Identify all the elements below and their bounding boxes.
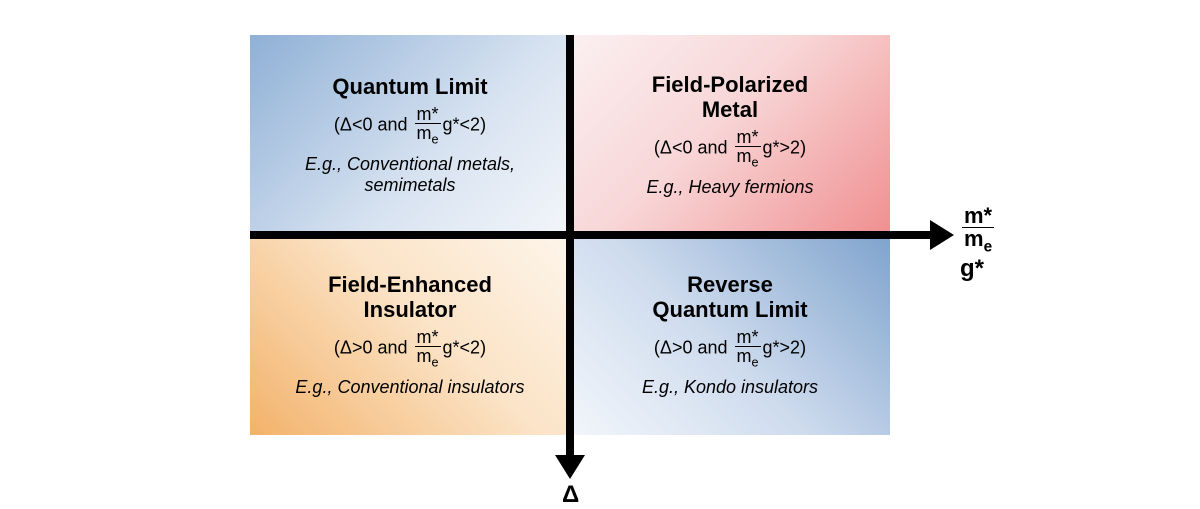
q-tr-title: Field-Polarized Metal	[652, 72, 808, 123]
quadrant-diagram: Quantum Limit (Δ<0 and m*meg*<2) E.g., C…	[250, 35, 950, 465]
fraction-icon: m*me	[735, 328, 761, 369]
quadrant-bottom-left: Field-Enhanced Insulator (Δ>0 and m*meg*…	[250, 235, 570, 435]
x-axis-label: m*meg*	[960, 205, 996, 283]
q-bl-title: Field-Enhanced Insulator	[328, 272, 492, 323]
q-tl-condition: (Δ<0 and m*meg*<2)	[334, 105, 486, 146]
q-tl-example: E.g., Conventional metals, semimetals	[264, 154, 556, 196]
q-br-example: E.g., Kondo insulators	[642, 377, 818, 398]
q-bl-example: E.g., Conventional insulators	[295, 377, 524, 398]
quadrant-bottom-right: Reverse Quantum Limit (Δ>0 and m*meg*>2)…	[570, 235, 890, 435]
fraction-icon: m*me	[735, 128, 761, 169]
q-tl-title: Quantum Limit	[332, 74, 487, 99]
quadrant-top-right: Field-Polarized Metal (Δ<0 and m*meg*>2)…	[570, 35, 890, 235]
arrow-down-icon	[555, 455, 585, 479]
x-axis-line	[250, 231, 935, 239]
q-br-title: Reverse Quantum Limit	[652, 272, 807, 323]
arrow-right-icon	[930, 220, 954, 250]
quadrant-top-left: Quantum Limit (Δ<0 and m*meg*<2) E.g., C…	[250, 35, 570, 235]
y-axis-label: Δ	[562, 481, 579, 509]
fraction-icon: m*me	[962, 205, 994, 255]
fraction-icon: m*me	[415, 328, 441, 369]
q-tr-example: E.g., Heavy fermions	[646, 177, 813, 198]
fraction-icon: m*me	[415, 105, 441, 146]
y-axis-line	[566, 35, 574, 460]
q-bl-condition: (Δ>0 and m*meg*<2)	[334, 328, 486, 369]
q-tr-condition: (Δ<0 and m*meg*>2)	[654, 128, 806, 169]
q-br-condition: (Δ>0 and m*meg*>2)	[654, 328, 806, 369]
